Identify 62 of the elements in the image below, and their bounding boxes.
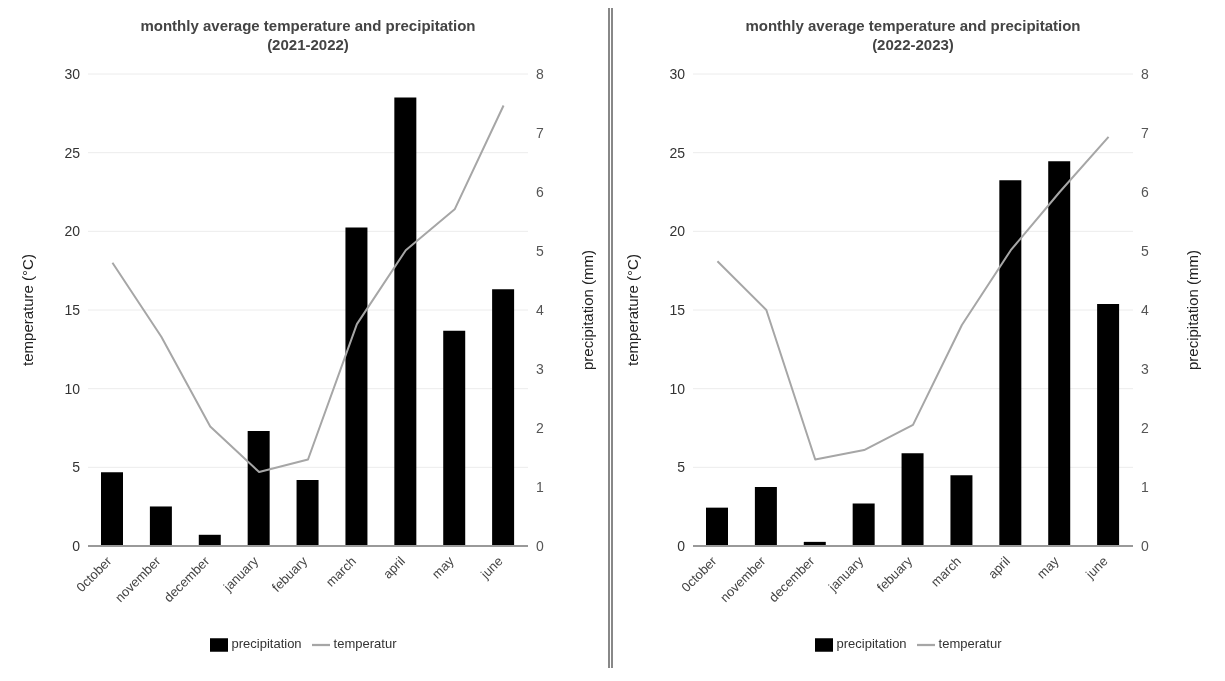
bar — [706, 507, 728, 546]
line-series — [111, 104, 505, 474]
y2-tick-label: 2 — [536, 419, 544, 436]
bar — [1048, 161, 1071, 546]
y2-tick-label: 8 — [1141, 65, 1149, 82]
y-tick-label: 20 — [669, 223, 686, 240]
y2-tick-label: 7 — [1141, 124, 1149, 141]
y2-tick-label: 7 — [536, 124, 544, 141]
bar — [754, 487, 777, 546]
bar — [492, 289, 515, 546]
y2-tick-label: 6 — [536, 183, 544, 200]
bar — [345, 227, 368, 546]
y-tick-label: 5 — [72, 459, 81, 476]
y2-axis-title: precipitation (mm) — [579, 249, 597, 371]
y-tick-label: 15 — [64, 301, 81, 318]
y2-tick-label: 6 — [1141, 183, 1149, 200]
y2-tick-label: 4 — [536, 301, 544, 318]
bar — [950, 475, 973, 546]
line-series — [716, 135, 1110, 461]
bar — [296, 479, 319, 546]
bar — [394, 97, 417, 546]
bar — [443, 330, 466, 546]
y-axis-title: temperature (°C) — [19, 254, 37, 366]
chart-title: monthly average temperature and precipitation (2021-2022) — [139, 16, 477, 54]
bar — [999, 180, 1022, 546]
y2-tick-label: 4 — [1141, 301, 1149, 318]
bar — [901, 453, 924, 546]
y2-tick-label: 1 — [536, 478, 544, 495]
y-tick-label: 0 — [677, 537, 686, 554]
bar — [247, 430, 270, 546]
y2-tick-label: 5 — [1141, 242, 1149, 259]
y2-tick-label: 2 — [1141, 419, 1149, 436]
y-tick-label: 25 — [669, 144, 686, 161]
bar — [149, 506, 172, 546]
y2-tick-label: 8 — [536, 65, 544, 82]
bar — [1097, 304, 1120, 546]
y-tick-label: 10 — [64, 380, 81, 397]
y2-tick-label: 3 — [1141, 360, 1149, 377]
y2-tick-label: 3 — [536, 360, 544, 377]
y2-tick-label: 1 — [1141, 478, 1149, 495]
legend-label: temperatur — [938, 636, 1002, 652]
y-tick-label: 15 — [669, 301, 686, 318]
legend-label: precipitation — [231, 636, 302, 652]
y2-axis-title: precipitation (mm) — [1184, 249, 1202, 371]
x-tick-label: may — [428, 553, 458, 582]
bar — [101, 472, 123, 546]
y-tick-label: 25 — [64, 144, 81, 161]
y2-tick-label: 0 — [536, 537, 544, 554]
y-tick-label: 10 — [669, 380, 686, 397]
legend-label: precipitation — [836, 636, 907, 652]
y2-tick-label: 5 — [536, 242, 544, 259]
chart-title: monthly average temperature and precipitation (2022-2023) — [744, 16, 1082, 54]
y-tick-label: 30 — [669, 65, 686, 82]
y-axis-title: temperature (°C) — [624, 254, 642, 366]
y-tick-label: 20 — [64, 223, 81, 240]
y-tick-label: 0 — [72, 537, 81, 554]
bar — [852, 503, 875, 546]
y-tick-label: 30 — [64, 65, 81, 82]
y2-tick-label: 0 — [1141, 537, 1149, 554]
x-tick-label: may — [1033, 553, 1063, 582]
y-tick-label: 5 — [677, 459, 686, 476]
legend-label: temperatur — [333, 636, 397, 652]
